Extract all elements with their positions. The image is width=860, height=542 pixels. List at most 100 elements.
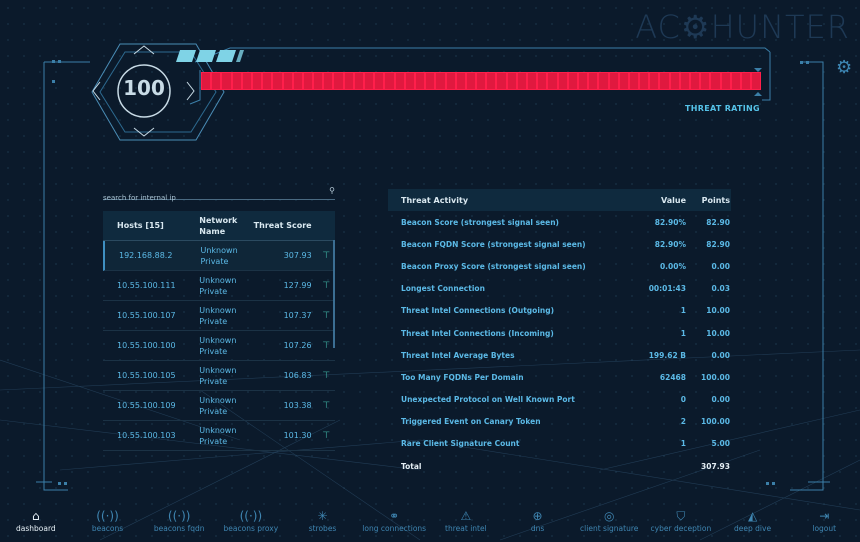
threat-rating-label: THREAT RATING bbox=[685, 104, 760, 113]
threat-bar-segment bbox=[426, 73, 435, 89]
threat-bar-segment bbox=[293, 73, 302, 89]
activity-table-header: Threat Activity Value Points bbox=[388, 189, 731, 211]
nav-item-label: logout bbox=[812, 524, 837, 533]
nav-item-beacons[interactable]: ((·)) beacons bbox=[72, 508, 144, 542]
nav-item-dns[interactable]: ⊕ dns bbox=[502, 508, 574, 542]
threat-bar-segment bbox=[405, 73, 414, 89]
nav-item-logout[interactable]: ⇥ logout bbox=[788, 508, 860, 542]
threat-bar-segment bbox=[741, 73, 751, 89]
nav-item-beacons-fqdn[interactable]: ((·)) beacons fqdn bbox=[143, 508, 215, 542]
filter-icon[interactable]: ⊤ bbox=[322, 280, 331, 291]
threat-bar-segment bbox=[466, 73, 476, 89]
nav-item-beacons-proxy[interactable]: ((·)) beacons proxy bbox=[215, 508, 287, 542]
search-icon[interactable]: ⚲ bbox=[329, 186, 335, 195]
host-ip[interactable]: 10.55.100.107 bbox=[117, 311, 176, 320]
column-header-activity: Threat Activity bbox=[401, 195, 469, 205]
threat-activity-table: Threat Activity Value Points Beacon Scor… bbox=[388, 189, 731, 477]
host-ip[interactable]: 10.55.100.111 bbox=[117, 281, 176, 290]
host-network: Unknown Private bbox=[199, 335, 237, 356]
table-row[interactable]: 10.55.100.109 Unknown Private 103.38 ⊤ bbox=[103, 391, 335, 421]
activity-points: 0.00 bbox=[711, 261, 730, 271]
host-score: 307.93 bbox=[283, 251, 312, 260]
gear-icon[interactable]: ⚙ bbox=[836, 57, 853, 78]
table-row[interactable]: 10.55.100.111 Unknown Private 127.99 ⊤ bbox=[103, 271, 335, 301]
host-ip[interactable]: 10.55.100.100 bbox=[117, 341, 176, 350]
threat-bar-segment bbox=[507, 73, 516, 89]
table-row[interactable]: 10.55.100.104Unknown99.99⊤ bbox=[103, 451, 335, 455]
nav-item-dashboard[interactable]: ⌂ dashboard bbox=[0, 508, 72, 542]
total-points: 307.93 bbox=[701, 461, 730, 471]
table-row[interactable]: 10.55.100.100 Unknown Private 107.26 ⊤ bbox=[103, 331, 335, 361]
total-label: Total bbox=[401, 461, 422, 471]
activity-value: 1 bbox=[680, 306, 686, 316]
nav-item-label: dashboard bbox=[15, 524, 56, 533]
table-row[interactable]: 10.55.100.107 Unknown Private 107.37 ⊤ bbox=[103, 301, 335, 331]
filter-icon[interactable]: ⊤ bbox=[322, 400, 331, 411]
host-network: Unknown Private bbox=[199, 365, 237, 386]
host-network: Unknown Private bbox=[199, 275, 237, 296]
search-input[interactable] bbox=[103, 194, 313, 202]
host-ip[interactable]: 10.55.100.105 bbox=[117, 371, 176, 380]
logo-text-right: HUNTER bbox=[710, 8, 850, 46]
home-icon: ⌂ bbox=[32, 509, 40, 523]
nav-item-label: deep dive bbox=[734, 524, 772, 533]
activity-value: 82.90% bbox=[654, 239, 686, 249]
nav-item-client-signature[interactable]: ◎ client signature bbox=[573, 508, 645, 542]
nav-item-label: beacons proxy bbox=[223, 524, 279, 533]
nav-item-strobes[interactable]: ✳ strobes bbox=[287, 508, 359, 542]
threat-bar-segment bbox=[354, 73, 363, 89]
threat-bar-segment bbox=[640, 73, 649, 89]
hosts-table: Hosts [15] Network Name Threat Score 192… bbox=[103, 211, 335, 455]
filter-icon[interactable]: ⊤ bbox=[322, 340, 331, 351]
threat-bar-segment bbox=[436, 73, 445, 89]
host-ip[interactable]: 10.55.100.103 bbox=[117, 431, 176, 440]
threat-bar-segment bbox=[629, 73, 639, 89]
activity-points: 10.00 bbox=[706, 328, 730, 338]
table-row[interactable]: 192.168.88.2 Unknown Private 307.93 ⊤ bbox=[103, 241, 335, 271]
nav-item-label: cyber deception bbox=[650, 524, 712, 533]
threat-bar-segment bbox=[263, 73, 272, 89]
threat-bar-segment bbox=[691, 73, 700, 89]
threat-bar-segment bbox=[242, 73, 251, 89]
host-ip[interactable]: 10.55.100.109 bbox=[117, 401, 176, 410]
threat-bar-segment bbox=[731, 73, 740, 89]
filter-icon[interactable]: ⊤ bbox=[322, 370, 331, 381]
activity-name: Threat Intel Connections (Outgoing) bbox=[401, 306, 555, 316]
threat-bar-segment bbox=[589, 73, 598, 89]
host-score: 107.37 bbox=[283, 311, 312, 320]
threat-bar-segment bbox=[324, 73, 333, 89]
nav-item-label: client signature bbox=[580, 524, 639, 533]
threat-bar-segment bbox=[385, 73, 394, 89]
column-header-network[interactable]: Network Name bbox=[199, 215, 238, 236]
nav-item-threat-intel[interactable]: ⚠ threat intel bbox=[430, 508, 502, 542]
filter-icon[interactable]: ⊤ bbox=[322, 430, 331, 441]
activity-row: Threat Intel Average Bytes 199.62 B 0.00 bbox=[388, 344, 731, 366]
activity-value: 2 bbox=[680, 417, 686, 427]
nav-item-cyber-deception[interactable]: ⛉ cyber deception bbox=[645, 508, 717, 542]
broadcast-icon: ((·)) bbox=[96, 509, 119, 523]
filter-icon[interactable]: ⊤ bbox=[322, 250, 331, 261]
column-header-value: Value bbox=[660, 195, 686, 205]
activity-value: 1 bbox=[680, 439, 686, 449]
hosts-scrollbar[interactable] bbox=[333, 240, 335, 348]
table-row[interactable]: 10.55.100.103 Unknown Private 101.30 ⊤ bbox=[103, 421, 335, 451]
table-row[interactable]: 10.55.100.105 Unknown Private 106.83 ⊤ bbox=[103, 361, 335, 391]
activity-points: 0.03 bbox=[711, 284, 730, 294]
nav-item-label: strobes bbox=[308, 524, 337, 533]
nav-item-deep-dive[interactable]: ◭ deep dive bbox=[717, 508, 789, 542]
logout-icon: ⇥ bbox=[819, 509, 830, 523]
nav-item-long-connections[interactable]: ⚭ long connections bbox=[358, 508, 430, 542]
threat-bar-segment bbox=[477, 73, 486, 89]
column-header-score[interactable]: Threat Score bbox=[253, 221, 312, 230]
activity-name: Beacon Score (strongest signal seen) bbox=[401, 217, 559, 227]
activity-row: Longest Connection 00:01:43 0.03 bbox=[388, 278, 731, 300]
host-ip[interactable]: 192.168.88.2 bbox=[119, 251, 173, 260]
threat-bar-segment bbox=[711, 73, 720, 89]
broadcast-icon: ((·)) bbox=[239, 509, 263, 523]
nodes-icon: ⚭ bbox=[389, 509, 400, 523]
column-header-host[interactable]: Hosts [15] bbox=[117, 221, 164, 230]
filter-icon[interactable]: ⊤ bbox=[322, 310, 331, 321]
activity-row: Unexpected Protocol on Well Known Port 0 0… bbox=[388, 389, 731, 411]
activity-row: Rare Client Signature Count 1 5.00 bbox=[388, 433, 731, 455]
activity-points: 5.00 bbox=[711, 439, 730, 449]
